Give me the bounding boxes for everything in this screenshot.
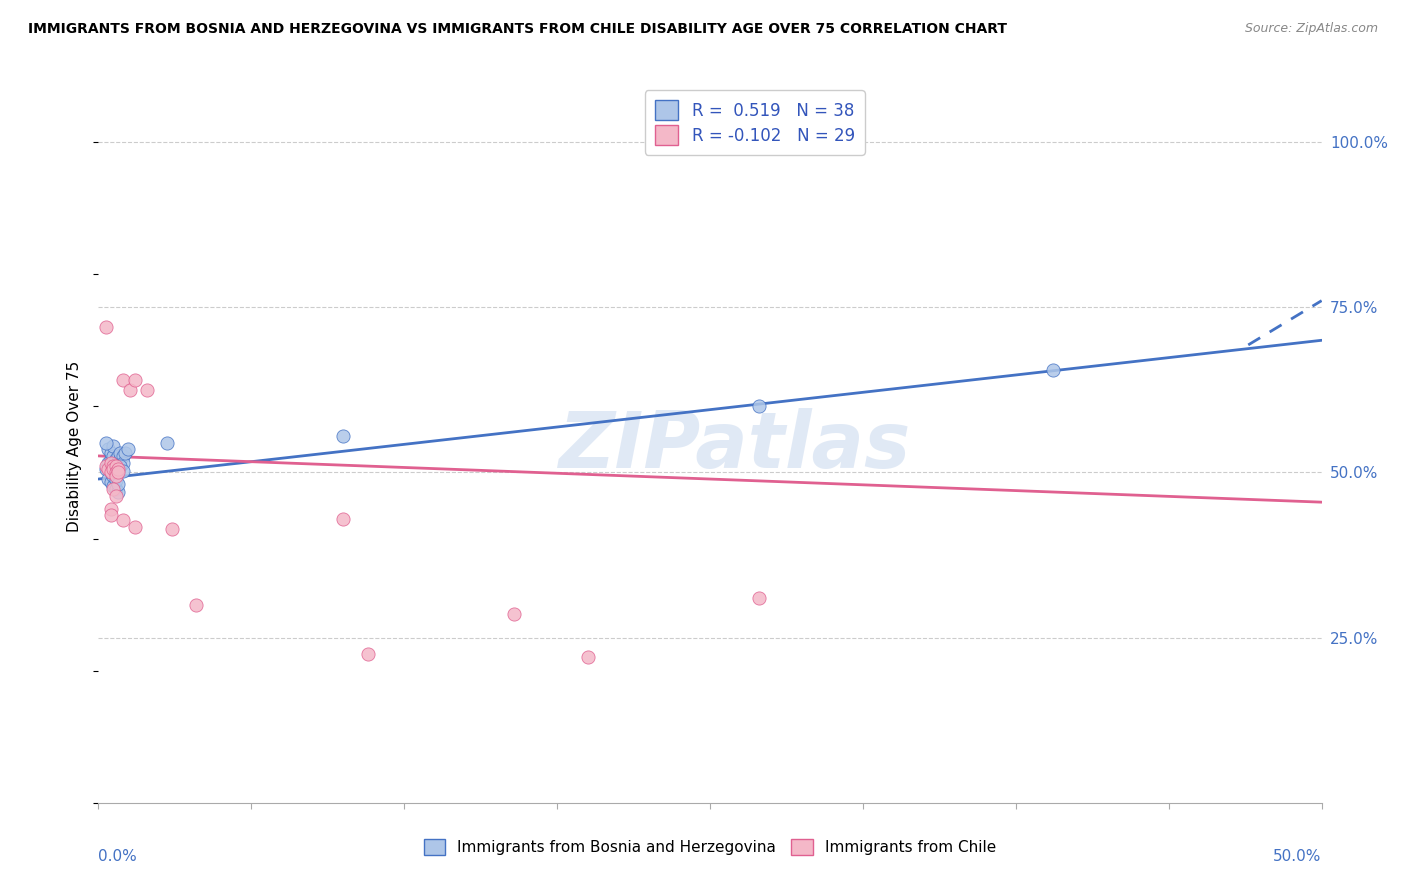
Point <box>94 320 117 334</box>
Point <box>1042 363 1064 377</box>
Point <box>100 452 122 467</box>
Point <box>576 650 599 665</box>
Point <box>101 439 124 453</box>
Point <box>104 458 127 473</box>
Point <box>100 456 122 470</box>
Point <box>104 458 127 473</box>
Point <box>101 478 124 492</box>
Point <box>111 373 134 387</box>
Text: Source: ZipAtlas.com: Source: ZipAtlas.com <box>1244 22 1378 36</box>
Point <box>107 466 129 480</box>
Point <box>160 522 183 536</box>
Point <box>110 452 132 467</box>
Point <box>101 462 124 476</box>
Point <box>110 458 132 473</box>
Point <box>100 501 122 516</box>
Point <box>97 462 120 476</box>
Point <box>111 464 134 478</box>
Point <box>748 400 770 414</box>
Point <box>101 482 124 496</box>
Point <box>104 452 127 467</box>
Text: IMMIGRANTS FROM BOSNIA AND HERZEGOVINA VS IMMIGRANTS FROM CHILE DISABILITY AGE O: IMMIGRANTS FROM BOSNIA AND HERZEGOVINA V… <box>28 22 1007 37</box>
Point <box>110 445 132 459</box>
Point <box>101 462 124 476</box>
Point <box>104 474 127 488</box>
Point <box>120 383 142 397</box>
Point <box>186 598 208 612</box>
Point <box>101 458 124 473</box>
Point <box>100 466 122 480</box>
Point <box>101 456 124 470</box>
Point <box>100 466 122 480</box>
Point <box>94 435 117 450</box>
Point <box>107 449 129 463</box>
Point <box>107 476 129 491</box>
Point <box>107 462 129 476</box>
Point <box>100 508 122 523</box>
Point <box>111 513 134 527</box>
Point <box>156 435 179 450</box>
Point <box>101 468 124 483</box>
Point <box>136 383 159 397</box>
Point <box>94 462 117 476</box>
Point <box>107 485 129 500</box>
Legend: Immigrants from Bosnia and Herzegovina, Immigrants from Chile: Immigrants from Bosnia and Herzegovina, … <box>416 831 1004 863</box>
Point <box>332 511 354 525</box>
Point <box>332 429 354 443</box>
Point <box>117 442 139 457</box>
Text: 0.0%: 0.0% <box>98 849 138 864</box>
Point <box>94 458 117 473</box>
Point <box>107 462 129 476</box>
Text: 50.0%: 50.0% <box>1274 849 1322 864</box>
Point <box>104 482 127 496</box>
Point <box>356 647 378 661</box>
Point <box>97 456 120 470</box>
Point <box>104 466 127 480</box>
Point <box>111 449 134 463</box>
Point <box>107 456 129 470</box>
Point <box>111 456 134 470</box>
Point <box>100 445 122 459</box>
Point <box>104 468 127 483</box>
Text: ZIPatlas: ZIPatlas <box>558 408 911 484</box>
Point <box>124 373 146 387</box>
Point <box>124 519 146 533</box>
Point <box>104 466 127 480</box>
Point <box>97 472 120 486</box>
Point <box>100 458 122 473</box>
Point <box>101 449 124 463</box>
Point <box>114 445 136 459</box>
Point <box>503 607 526 622</box>
Point <box>97 442 120 457</box>
Y-axis label: Disability Age Over 75: Disability Age Over 75 <box>67 360 83 532</box>
Point <box>748 591 770 605</box>
Point <box>100 475 122 490</box>
Point <box>104 489 127 503</box>
